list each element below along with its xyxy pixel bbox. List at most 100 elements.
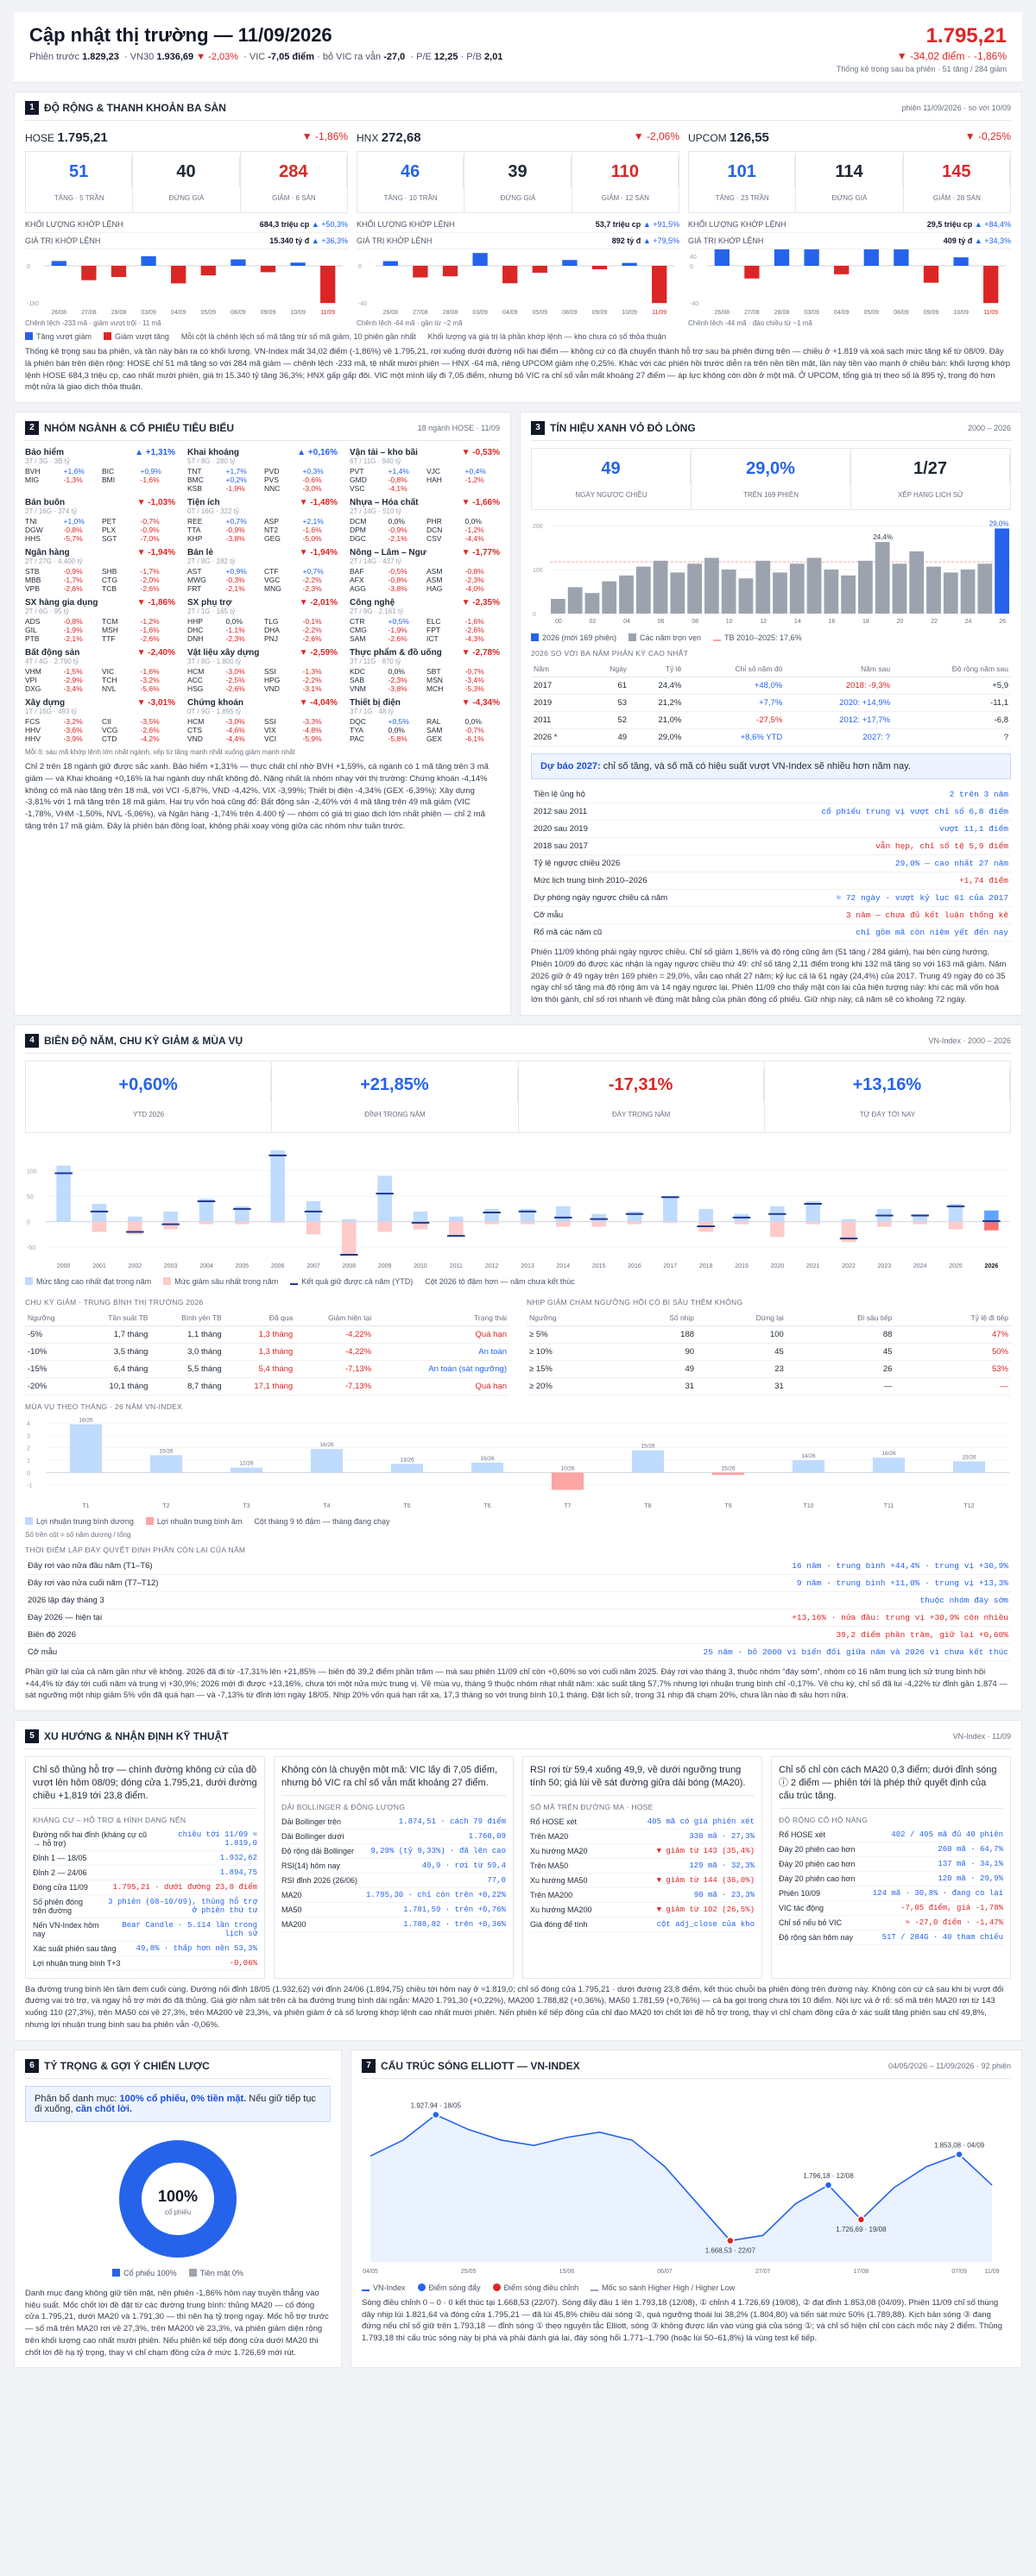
- ticker-change[interactable]: +0,9%: [140, 467, 161, 476]
- ticker-change[interactable]: -5,8%: [388, 734, 407, 744]
- ticker-symbol[interactable]: PVS: [264, 476, 280, 485]
- ticker-symbol[interactable]: ASM: [426, 576, 443, 585]
- ticker-symbol[interactable]: SGT: [102, 534, 117, 544]
- ticker-change[interactable]: -0,8%: [464, 567, 484, 576]
- ticker-symbol[interactable]: NT2: [264, 526, 279, 535]
- ticker-symbol[interactable]: TTA: [187, 526, 201, 535]
- ticker-symbol[interactable]: SSI: [264, 667, 276, 677]
- ticker-change[interactable]: -2,6%: [464, 626, 484, 635]
- ticker-change[interactable]: -5,6%: [140, 684, 160, 694]
- ticker-change[interactable]: +0,7%: [225, 517, 247, 526]
- ticker-change[interactable]: -5,9%: [302, 734, 322, 744]
- ticker-change[interactable]: -3,3%: [302, 717, 322, 727]
- ticker-change[interactable]: -3,1%: [302, 684, 322, 694]
- ticker-symbol[interactable]: DHA: [264, 626, 280, 635]
- ticker-symbol[interactable]: MBB: [25, 576, 41, 585]
- ticker-symbol[interactable]: PAC: [350, 734, 364, 744]
- ticker-symbol[interactable]: DQC: [350, 717, 366, 727]
- ticker-change[interactable]: -0,8%: [388, 476, 407, 485]
- ticker-change[interactable]: -0,9%: [63, 567, 83, 576]
- ticker-change[interactable]: -4,1%: [388, 484, 407, 494]
- ticker-symbol[interactable]: VJC: [426, 467, 441, 476]
- ticker-change[interactable]: -1,3%: [302, 667, 322, 677]
- ticker-symbol[interactable]: CTG: [102, 576, 117, 585]
- ticker-symbol[interactable]: DCM: [350, 517, 367, 526]
- ticker-change[interactable]: -1,9%: [225, 484, 245, 494]
- ticker-symbol[interactable]: KHP: [187, 534, 203, 544]
- ticker-change[interactable]: -3,4%: [464, 676, 484, 685]
- ticker-symbol[interactable]: HHP: [187, 617, 203, 627]
- ticker-change[interactable]: -1,2%: [140, 617, 160, 627]
- ticker-change[interactable]: -3,8%: [225, 534, 245, 544]
- ticker-change[interactable]: -0,1%: [302, 617, 322, 627]
- ticker-change[interactable]: -3,0%: [302, 484, 322, 494]
- ticker-symbol[interactable]: PVT: [350, 467, 364, 476]
- ticker-symbol[interactable]: BMI: [102, 476, 116, 485]
- ticker-change[interactable]: +0,2%: [225, 476, 247, 485]
- ticker-symbol[interactable]: GIL: [25, 626, 37, 635]
- ticker-symbol[interactable]: VND: [264, 684, 280, 694]
- ticker-symbol[interactable]: VSC: [350, 484, 365, 494]
- ticker-symbol[interactable]: GEG: [264, 534, 281, 544]
- ticker-change[interactable]: -4,8%: [302, 726, 322, 735]
- ticker-change[interactable]: -0,5%: [388, 567, 407, 576]
- ticker-symbol[interactable]: DPM: [350, 526, 366, 535]
- ticker-symbol[interactable]: CII: [102, 717, 111, 727]
- ticker-change[interactable]: +0,7%: [302, 567, 324, 576]
- ticker-symbol[interactable]: MSH: [102, 626, 118, 635]
- ticker-change[interactable]: -3,0%: [225, 667, 245, 677]
- ticker-change[interactable]: +1,4%: [388, 467, 409, 476]
- ticker-change[interactable]: +0,5%: [388, 717, 409, 727]
- ticker-change[interactable]: +2,1%: [302, 517, 324, 526]
- ticker-symbol[interactable]: BVH: [25, 467, 41, 476]
- ticker-symbol[interactable]: GEX: [426, 734, 442, 744]
- ticker-change[interactable]: -3,2%: [63, 717, 83, 727]
- ticker-change[interactable]: -2,3%: [388, 676, 407, 685]
- ticker-symbol[interactable]: MNG: [264, 584, 281, 594]
- ticker-symbol[interactable]: GMD: [350, 476, 367, 485]
- ticker-change[interactable]: -0,8%: [388, 576, 407, 585]
- ticker-symbol[interactable]: ASP: [264, 517, 280, 526]
- ticker-change[interactable]: -2,1%: [225, 584, 245, 594]
- ticker-change[interactable]: -4,4%: [225, 734, 245, 744]
- ticker-change[interactable]: +1,6%: [63, 467, 85, 476]
- ticker-change[interactable]: +0,3%: [302, 467, 324, 476]
- ticker-change[interactable]: -1,3%: [63, 476, 83, 485]
- ticker-change[interactable]: -0,9%: [388, 526, 407, 535]
- ticker-symbol[interactable]: HCM: [187, 717, 205, 727]
- ticker-symbol[interactable]: ASM: [426, 567, 443, 576]
- ticker-symbol[interactable]: VND: [187, 734, 203, 744]
- ticker-symbol[interactable]: CSV: [426, 534, 442, 544]
- ticker-change[interactable]: -2,6%: [388, 634, 407, 644]
- ticker-symbol[interactable]: VIX: [264, 726, 276, 735]
- ticker-symbol[interactable]: HHV: [25, 726, 41, 735]
- ticker-symbol[interactable]: VGC: [264, 576, 281, 585]
- ticker-symbol[interactable]: DNH: [187, 634, 204, 644]
- ticker-change[interactable]: -2,3%: [302, 584, 322, 594]
- ticker-symbol[interactable]: KSB: [187, 484, 203, 494]
- ticker-symbol[interactable]: BAF: [350, 567, 364, 576]
- ticker-symbol[interactable]: BMC: [187, 476, 204, 485]
- ticker-change[interactable]: 0,0%: [464, 717, 482, 727]
- ticker-change[interactable]: -7,0%: [140, 534, 160, 544]
- ticker-change[interactable]: -0,9%: [225, 526, 245, 535]
- ticker-change[interactable]: -2,6%: [225, 684, 245, 694]
- ticker-change[interactable]: +1,7%: [225, 467, 247, 476]
- ticker-change[interactable]: -2,3%: [464, 576, 484, 585]
- ticker-change[interactable]: -4,2%: [140, 734, 160, 744]
- ticker-symbol[interactable]: SAM: [426, 726, 443, 735]
- ticker-change[interactable]: -4,4%: [464, 534, 484, 544]
- ticker-symbol[interactable]: TLG: [264, 617, 279, 627]
- ticker-symbol[interactable]: VHM: [25, 667, 41, 677]
- ticker-change[interactable]: -3,9%: [63, 734, 83, 744]
- ticker-symbol[interactable]: MCH: [426, 684, 444, 694]
- ticker-change[interactable]: -0,7%: [140, 517, 160, 526]
- ticker-symbol[interactable]: AFX: [350, 576, 364, 585]
- ticker-symbol[interactable]: HAG: [426, 584, 443, 594]
- ticker-change[interactable]: -4,0%: [464, 584, 484, 594]
- ticker-symbol[interactable]: VCG: [102, 726, 118, 735]
- ticker-symbol[interactable]: ELC: [426, 617, 441, 627]
- ticker-change[interactable]: 0,0%: [388, 667, 405, 677]
- ticker-change[interactable]: -4,6%: [225, 726, 245, 735]
- ticker-change[interactable]: -1,5%: [63, 667, 83, 677]
